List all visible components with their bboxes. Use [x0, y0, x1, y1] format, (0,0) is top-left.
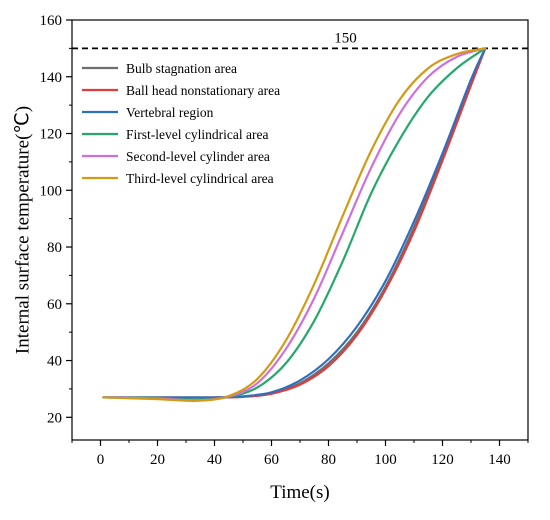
y-tick-label: 160: [40, 13, 63, 29]
legend-label: First-level cylindrical area: [126, 127, 268, 142]
series-line-3: [102, 47, 487, 399]
x-tick-label: 120: [431, 452, 454, 468]
legend-label: Vertebral region: [126, 105, 214, 120]
y-tick-label: 120: [40, 127, 63, 143]
y-axis: 20 40 60 80 100 120 140 160: [40, 13, 72, 426]
series-line-6: [102, 47, 487, 403]
series-line-4: [102, 47, 487, 401]
reference-line-label: 150: [334, 30, 357, 46]
x-axis-title: Time(s): [270, 482, 329, 503]
x-tick-label: 20: [150, 452, 165, 468]
x-tick-label: 0: [97, 452, 105, 468]
y-tick-label: 40: [47, 354, 62, 370]
y-tick-label: 80: [47, 240, 62, 256]
series-layer: [102, 47, 487, 403]
series-line-1: [102, 47, 487, 399]
y-axis-title: Internal surface temperature(℃): [12, 106, 33, 354]
y-tick-label: 140: [40, 70, 63, 86]
x-tick-label: 140: [488, 452, 511, 468]
x-tick-label: 40: [207, 452, 222, 468]
legend-label: Ball head nonstationary area: [126, 83, 280, 98]
series-line-2: [102, 47, 487, 399]
legend-label: Third-level cylindrical area: [126, 171, 274, 186]
legend-label: Second-level cylinder area: [126, 149, 270, 164]
plot-area: 150 Bulb stagnation area Ball head nonsta…: [71, 19, 529, 441]
y-tick-label: 60: [47, 297, 62, 313]
y-tick-label: 100: [40, 183, 63, 199]
x-tick-label: 100: [374, 452, 397, 468]
legend: Bulb stagnation area Ball head nonstation…: [82, 61, 280, 186]
x-tick-label: 80: [321, 452, 336, 468]
x-axis: 0 20 40 60 80 100 120 140: [71, 440, 529, 468]
y-tick-label: 20: [47, 410, 62, 426]
series-line-5: [102, 47, 487, 402]
legend-label: Bulb stagnation area: [126, 61, 237, 76]
x-tick-label: 60: [264, 452, 279, 468]
